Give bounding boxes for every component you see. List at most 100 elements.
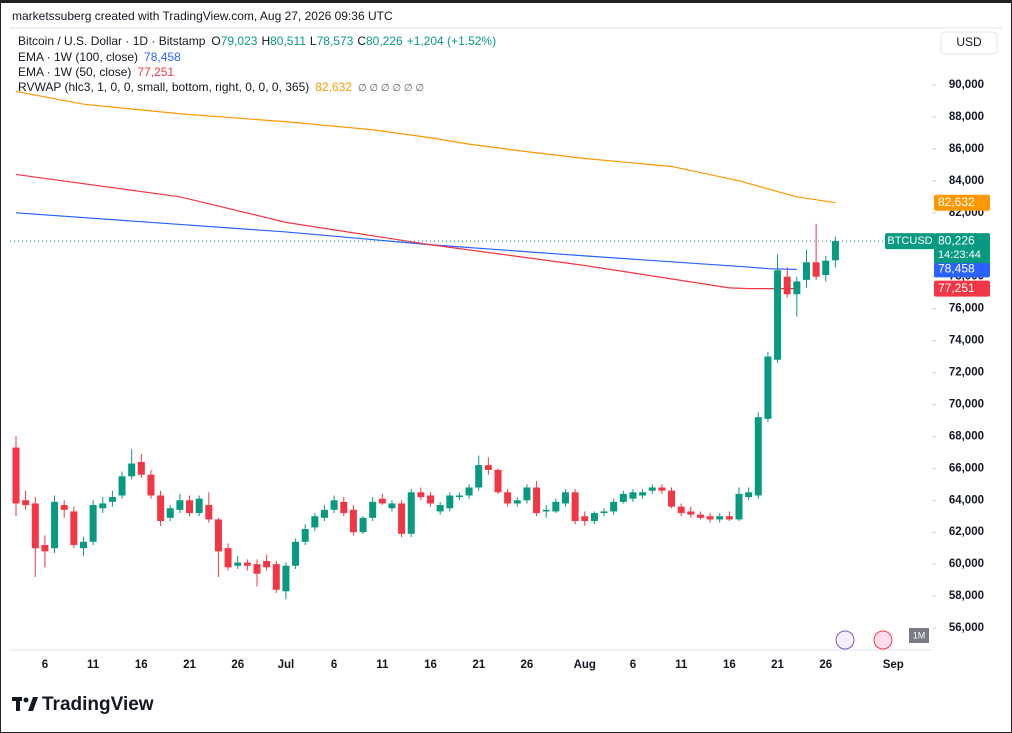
x-tick-label: 16 [424,659,437,671]
price-badge-label: 80,226 [938,233,975,247]
candle-body [128,463,136,477]
y-tick-label: 56,000 [949,622,984,634]
candle-body [523,487,531,501]
candle-body [716,516,724,520]
candle-body [378,498,386,504]
indicator-flags: ∅ ∅ ∅ ∅ ∅ ∅ [358,83,424,94]
interval-badge[interactable] [909,628,929,643]
candle-body [51,501,59,549]
y-tick-label: 66,000 [949,462,984,474]
y-tick-label: 86,000 [949,143,984,155]
x-tick-label: Jul [278,659,295,671]
candle-body [436,505,444,512]
candle-body [639,492,647,496]
candle-body [330,500,338,510]
candle-body [31,503,39,549]
candle-body [214,519,222,552]
candle-body [41,544,49,552]
top-bar [0,0,1012,3]
candle-body [253,564,261,574]
legend-main: Bitcoin / U.S. Dollar · 1D · Bitstamp O79… [18,34,496,48]
candle-body [629,492,637,499]
candle-body [60,505,68,510]
x-tick-label: 21 [183,659,196,671]
candle-body [533,487,541,514]
y-tick-label: 90,000 [949,79,984,91]
candle-body [677,506,685,514]
x-tick-label: Sep [883,659,904,671]
currency-button[interactable] [940,31,998,55]
candle-body [398,503,406,534]
candle-body [783,276,791,295]
candle-body [658,487,666,491]
legend-indicator: RVWAP (hlc3, 1, 0, 0, small, bottom, rig… [18,80,424,94]
symbol-label: BTCUSD [887,235,932,247]
x-tick-label: 11 [87,659,100,671]
candle-body [600,511,608,514]
candle-body [725,516,733,520]
interval-label: 1M [913,630,926,640]
candle-body [205,505,213,520]
candle-body [735,493,743,520]
countdown: 14:23:44 [938,249,981,261]
footer-brand: TradingView [42,694,154,715]
legend-change: +1,204 (+1.52%) [407,34,496,48]
y-tick-label: 58,000 [949,590,984,602]
y-tick-label: 74,000 [949,335,984,347]
event-icon[interactable] [873,630,893,650]
candle-body [455,495,463,498]
indicator-value: 82,632 [315,80,352,94]
candle-body [70,511,78,545]
candle-body [301,529,309,542]
y-tick-label: 72,000 [949,367,984,379]
candle-body [822,260,830,276]
candle-body [234,562,242,566]
x-tick-label: 11 [675,659,688,671]
currency: USD [956,35,982,49]
candle-body [465,487,473,496]
candle-body [427,495,435,504]
candle-body [542,509,550,512]
candle-body [263,560,271,568]
candle-body [590,513,598,522]
candle-body [764,356,772,419]
legend-value: 80,226 [366,34,403,48]
candle-body [668,490,676,507]
y-tick-label: 68,000 [949,430,984,442]
y-tick-label: 60,000 [949,558,984,570]
price-badge [934,261,990,278]
indicator-name: EMA · 1W (100, close) [18,50,138,64]
x-tick-label: 16 [135,659,148,671]
legend-title: Bitcoin / U.S. Dollar · 1D · Bitstamp [18,34,206,48]
candle-body [802,262,810,280]
x-tick-label: 21 [472,659,485,671]
candle-body [99,503,107,509]
x-tick-label: 21 [771,659,784,671]
y-tick-label: 62,000 [949,526,984,538]
y-tick-label: 70,000 [949,398,984,410]
candle-body [108,497,116,502]
x-tick-label: 26 [231,659,244,671]
candle-body [282,565,290,592]
candle-body [176,500,184,510]
y-tick-label: 88,000 [949,111,984,123]
candle-body [292,541,300,566]
price-badge [934,233,990,264]
legend-key: H [261,34,270,48]
candle-body [745,492,753,498]
legend-value: 78,573 [317,34,354,48]
candle-body [311,516,319,528]
candle-body [610,501,618,512]
candle-body [504,492,512,504]
price-badge-label: 77,251 [938,281,975,295]
candle-body [754,417,762,496]
candle-body [513,500,521,504]
event-icon[interactable] [835,630,855,650]
candle-body [22,500,30,506]
x-tick-label: 6 [42,659,48,671]
candle-body [89,505,97,542]
candle-body [446,495,454,509]
legend-key: C [357,34,366,48]
candle-body [552,501,560,512]
